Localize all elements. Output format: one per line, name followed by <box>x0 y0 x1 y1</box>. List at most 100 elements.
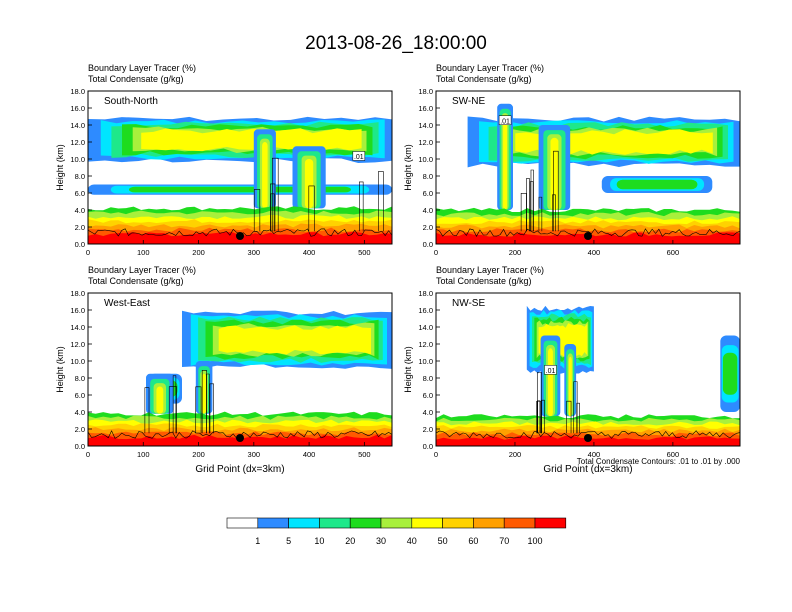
mid-layer <box>616 179 698 190</box>
x-tick-label: 200 <box>192 450 205 459</box>
condensate-contour <box>253 189 261 232</box>
condensate-contour <box>538 196 543 232</box>
plume <box>156 386 164 414</box>
plot-area: .01 <box>436 91 740 244</box>
y-axis-label: Height (km) <box>403 346 413 393</box>
y-tick-label: 0.0 <box>75 240 85 249</box>
plume <box>202 373 207 414</box>
panel-label: South-North <box>104 96 158 107</box>
panel-label: West-East <box>104 298 150 309</box>
variable-label-2: Total Condensate (g/kg) <box>436 276 532 286</box>
y-tick-label: 2.0 <box>75 223 85 232</box>
colorbar-label: 1 <box>255 536 260 546</box>
y-tick-label: 14.0 <box>418 323 433 332</box>
y-tick-label: 18.0 <box>418 289 433 298</box>
variable-label-2: Total Condensate (g/kg) <box>88 276 184 286</box>
plot-area <box>88 293 392 446</box>
station-marker <box>236 434 244 442</box>
condensate-contour <box>271 157 279 232</box>
x-tick-label: 200 <box>192 248 205 257</box>
colorbar-label: 5 <box>286 536 291 546</box>
y-tick-label: 16.0 <box>418 104 433 113</box>
y-tick-label: 2.0 <box>423 425 433 434</box>
y-tick-label: 14.0 <box>70 121 85 130</box>
colorbar-swatch <box>411 517 443 529</box>
colorbar-swatch <box>380 517 413 529</box>
x-tick-label: 400 <box>588 450 601 459</box>
condensate-contour <box>553 150 559 232</box>
y-tick-label: 10.0 <box>418 155 433 164</box>
footnote: Total Condensate Contours: .01 to .01 by… <box>577 457 741 466</box>
contour-label-box <box>544 365 557 375</box>
colorbar-swatch <box>473 517 505 529</box>
x-tick-label: 400 <box>303 450 316 459</box>
figure-title: 2013-08-26_18:00:00 <box>305 33 487 54</box>
condensate-contour <box>270 183 276 232</box>
panel-south-north: .01 South-North Boundary Layer Tracer (%)T… <box>55 63 393 257</box>
condensate-contour <box>536 401 542 434</box>
y-tick-label: 2.0 <box>75 425 85 434</box>
y-tick-label: 0.0 <box>75 442 85 451</box>
plot-area: .01 <box>436 293 740 446</box>
y-tick-label: 6.0 <box>423 189 433 198</box>
variable-label-1: Boundary Layer Tracer (%) <box>88 265 196 275</box>
y-tick-label: 16.0 <box>70 306 85 315</box>
condensate-contour <box>270 193 275 232</box>
colorbar-swatch <box>534 517 567 529</box>
x-tick-label: 300 <box>248 248 261 257</box>
panel-west-east: West-East Boundary Layer Tracer (%)Total … <box>55 265 393 475</box>
colorbar-swatch <box>226 517 259 529</box>
y-tick-label: 10.0 <box>418 357 433 366</box>
y-tick-label: 12.0 <box>70 340 85 349</box>
condensate-contour <box>573 381 578 434</box>
y-tick-label: 4.0 <box>423 408 433 417</box>
variable-label-1: Boundary Layer Tracer (%) <box>88 63 196 73</box>
condensate-contour <box>201 369 207 434</box>
colorbar-label: 30 <box>376 536 386 546</box>
plume <box>550 137 559 211</box>
y-tick-label: 6.0 <box>75 391 85 400</box>
station-marker <box>584 232 592 240</box>
y-axis-label: Height (km) <box>55 144 65 191</box>
cloud-band <box>218 325 371 355</box>
plume <box>548 348 553 417</box>
terrain-line <box>436 228 740 237</box>
colorbar-swatch <box>319 517 351 529</box>
plot-frame <box>435 292 741 447</box>
x-tick-label: 0 <box>86 248 90 257</box>
y-tick-label: 14.0 <box>418 121 433 130</box>
variable-label-1: Boundary Layer Tracer (%) <box>436 63 544 73</box>
condensate-contour <box>536 372 542 434</box>
y-tick-label: 2.0 <box>423 223 433 232</box>
y-tick-label: 18.0 <box>70 87 85 96</box>
y-axis-label: Height (km) <box>55 346 65 393</box>
colorbar-swatch <box>257 517 289 529</box>
contour-label: .01 <box>500 118 510 125</box>
colorbar-label: 60 <box>468 536 478 546</box>
panel-label: NW-SE <box>452 298 485 309</box>
y-tick-label: 12.0 <box>418 340 433 349</box>
condensate-contour <box>529 181 534 232</box>
panel-label: SW-NE <box>452 96 485 107</box>
y-tick-label: 14.0 <box>70 323 85 332</box>
y-tick-label: 18.0 <box>70 289 85 298</box>
condensate-contour <box>195 386 202 434</box>
colorbar-label: 10 <box>314 536 324 546</box>
plume <box>262 142 268 209</box>
station-marker <box>584 434 592 442</box>
terrain-line <box>436 430 740 439</box>
colorbar-swatch <box>503 517 536 529</box>
y-tick-label: 8.0 <box>75 374 85 383</box>
condensate-contour <box>537 400 541 434</box>
station-marker <box>236 232 244 240</box>
plot-area: .01 <box>88 91 392 244</box>
y-tick-label: 4.0 <box>75 408 85 417</box>
y-tick-label: 16.0 <box>70 104 85 113</box>
y-tick-label: 4.0 <box>75 206 85 215</box>
condensate-contour <box>530 169 534 232</box>
x-tick-label: 200 <box>509 248 522 257</box>
x-tick-label: 0 <box>86 450 90 459</box>
colorbar-label: 20 <box>345 536 355 546</box>
